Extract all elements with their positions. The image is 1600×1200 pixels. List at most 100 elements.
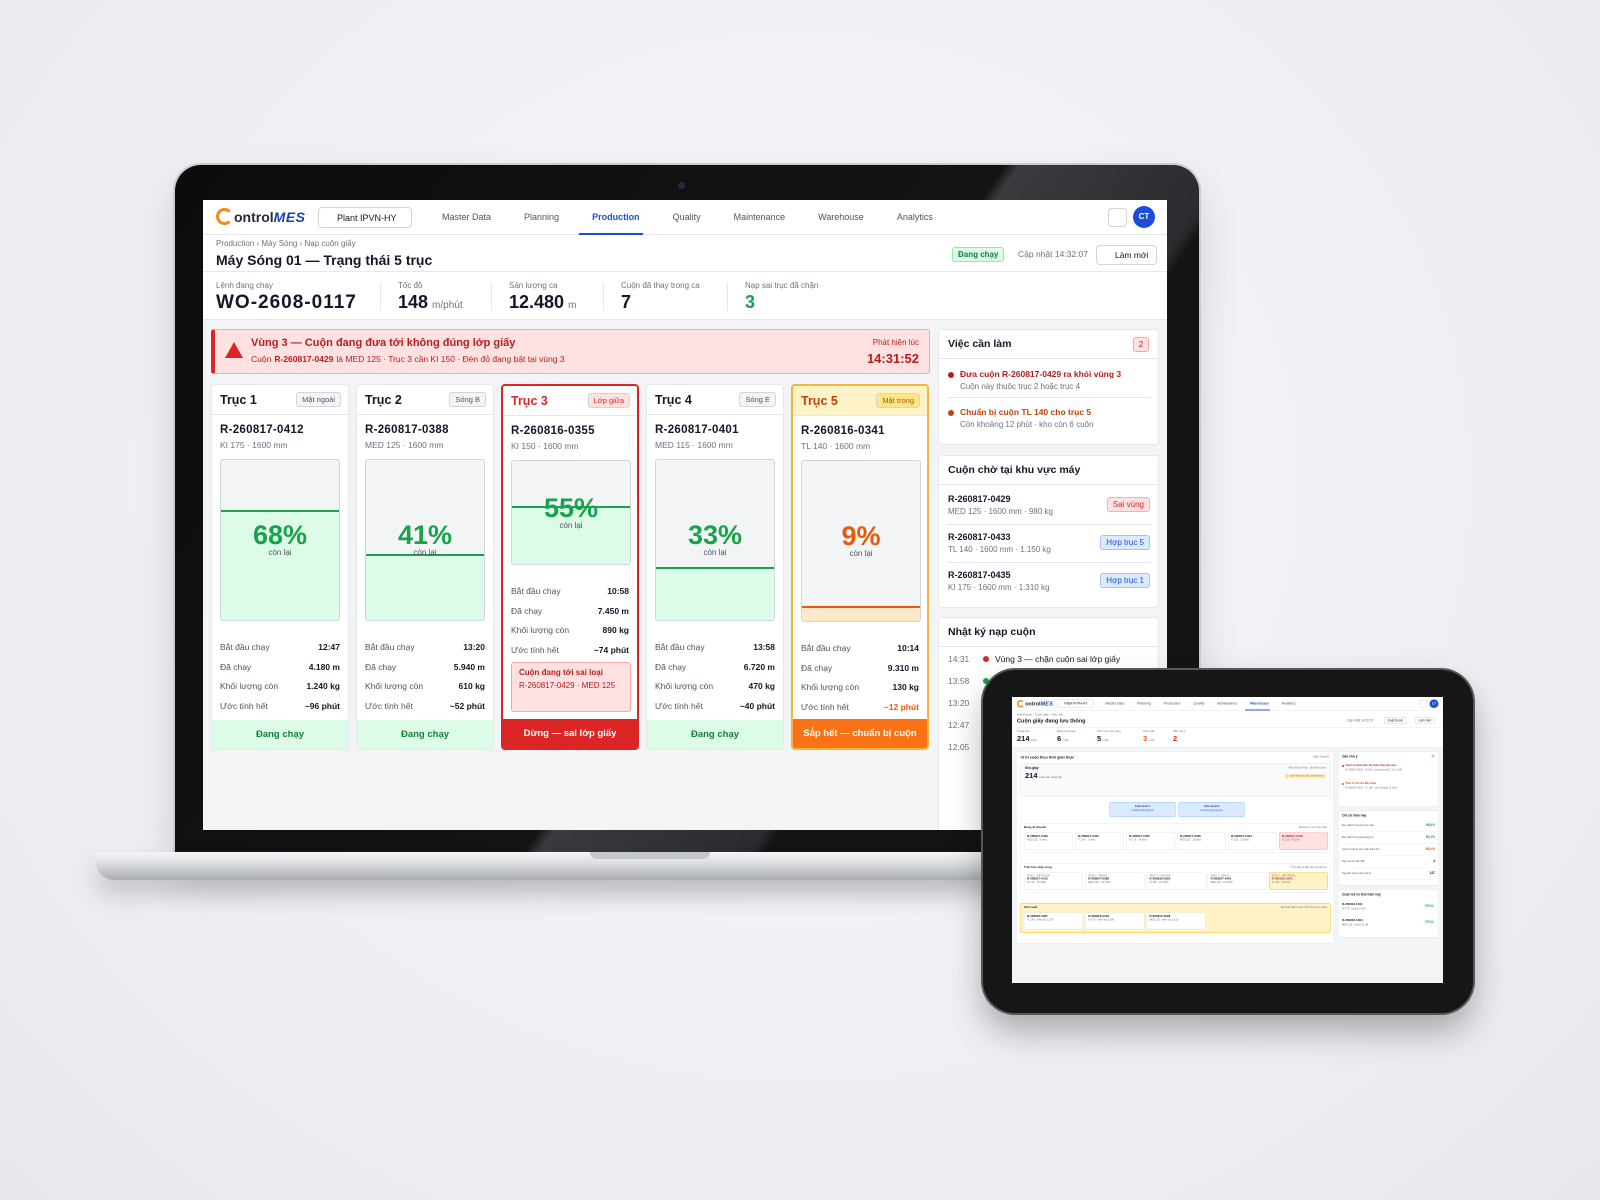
stat-label: Ước tính hết: [801, 702, 849, 713]
gauge-caption: còn lại: [268, 548, 292, 557]
kpi-unit: cuộn: [1062, 739, 1069, 742]
waiting-tag: Sai vùng: [1106, 497, 1150, 512]
return-tag: 640 kg: [1423, 904, 1435, 908]
stat-label: Đã chạy: [655, 661, 687, 672]
shaft-card: Trục 1 Mặt ngoài R-260817-0412 KI 175 · 160…: [211, 384, 349, 750]
kpi-value: WO-2608-0117: [216, 292, 357, 313]
store-title: Kho giấy: [1025, 766, 1039, 771]
kpi-value: 6: [1057, 734, 1062, 744]
kpi-label: Tốc độ: [398, 281, 423, 290]
divider: [1012, 727, 1443, 728]
chip-sub: KI 150 · 42 phút: [1282, 838, 1300, 842]
logo-mark: [1017, 700, 1025, 708]
chip-roll: R-260817-0436: [1180, 835, 1201, 838]
waiting-spec: TL 140 · 1600 mm · 1.150 kg: [948, 545, 1051, 554]
shaft-name: Trục 5: [801, 394, 838, 408]
todo-title: Đưa cuộn R-260817-0429 ra khỏi vùng 3: [960, 369, 1122, 379]
stat-value: 6.720 m: [743, 661, 775, 672]
metric-label: Cuộn tới được xác nhận đúng lớp: [1342, 848, 1380, 851]
nav-item[interactable]: Warehouse: [1244, 697, 1270, 711]
shafts-box: Trên trục máy sóng Tỉ lệ giấy tới đầu đọc…: [1020, 863, 1331, 893]
store-unit: cuộn sẵn sàng cấp: [1039, 776, 1063, 779]
attention-title: Cuộn ra khỏi kho 42 phút chưa lên trục: [1345, 764, 1397, 767]
roll-chip: TRỤC 4 · SÓNG E R-260817-0401 MED 115 · cò…: [1207, 872, 1267, 890]
notification-button[interactable]: [1420, 700, 1428, 708]
kpi-label: Lệnh đang chạy: [216, 281, 273, 290]
gauge-percent: 33%: [687, 520, 743, 550]
nav-item[interactable]: Analytics: [1281, 702, 1296, 706]
metric-divider: [1342, 855, 1436, 856]
export-button[interactable]: Xuất Excel: [1384, 717, 1407, 724]
refresh-button[interactable]: Làm mới: [1096, 245, 1158, 265]
gauge-caption: còn lại: [703, 548, 727, 557]
shaft-name: Trục 1: [220, 393, 257, 407]
chip-sub: TL 140 · 3 phút: [1078, 838, 1095, 842]
nav-item[interactable]: Quality: [672, 212, 701, 222]
chip-sub: KI 175 · còn 68%: [1027, 881, 1047, 884]
kpi-label: Nạp sai trục đã chặn: [745, 281, 819, 290]
metric-label: Tag gắn sang cuộn hợp lệ: [1342, 872, 1371, 875]
stat-value: 5.940 m: [453, 661, 485, 672]
group-note: Tỉ lệ giấy tới đầu đọc tại các trục: [1291, 866, 1327, 869]
todo-sub: Cuộn này thuộc trục 2 hoặc trục 4: [960, 382, 1081, 391]
chip-roll: R-260816-0319: [1088, 915, 1110, 918]
nav-item[interactable]: Master Data: [1105, 702, 1125, 706]
status-badge: Đang chạy: [952, 247, 1005, 262]
nav-item[interactable]: Analytics: [896, 212, 933, 222]
refresh-button[interactable]: Làm mới: [1415, 717, 1435, 724]
stat-value: 130 kg: [892, 682, 919, 693]
nav-item[interactable]: Warehouse: [818, 212, 864, 222]
avatar[interactable]: CT: [1429, 699, 1439, 708]
gauge-percent: 41%: [397, 520, 453, 550]
chip-sub: KI 150 · còn 55%: [1149, 881, 1169, 884]
avatar[interactable]: CT: [1133, 206, 1155, 228]
nav-item[interactable]: Planning: [1137, 702, 1151, 706]
stat-label: Bắt đầu chạy: [801, 643, 851, 653]
nav-item[interactable]: Production: [1163, 702, 1181, 706]
roll-chip: TRỤC 3 · LỚP GIỮA R-260816-0355 KI 150 · c…: [1146, 872, 1206, 890]
chip-label: TRỤC 3 · LỚP GIỮA: [1149, 874, 1171, 878]
nav-item[interactable]: Production: [579, 200, 643, 235]
plant-selector[interactable]: Plant IPVN-HY: [1056, 699, 1094, 708]
chip-roll: R-260816-0327: [1027, 915, 1048, 918]
roll-spec: KI 150 · 1600 mm: [511, 441, 579, 451]
nav-menu: Master Data Planning Production Quality Main…: [1100, 697, 1297, 711]
chip-sub: KI 150 · 27 phút: [1231, 838, 1249, 842]
stat-label: Ước tính hết: [655, 701, 703, 712]
nav-item[interactable]: Quality: [1193, 702, 1205, 706]
returns-panel: Cuộn trả về kho hôm nay R-260816-0311 KI 1…: [1338, 889, 1439, 938]
warning-title: Cuộn đang tới sai loại: [519, 668, 603, 677]
nav-item[interactable]: Master Data: [442, 212, 492, 222]
panel-title: Cuộn chờ tại khu vực máy: [948, 464, 1081, 476]
plant-selector[interactable]: Plant IPVN-HY: [318, 207, 412, 228]
stat-value: ~52 phút: [449, 701, 485, 712]
metric-divider: [1342, 843, 1436, 844]
shaft-card-header: Trục 4 Sóng E: [647, 385, 783, 415]
kpi-value: 12.480: [509, 292, 565, 312]
log-time: 12:47: [948, 720, 970, 730]
logo-mark: [216, 208, 233, 225]
shaft-tag: Mặt ngoài: [296, 392, 341, 407]
nav-item[interactable]: Maintenance: [733, 212, 786, 222]
notification-button[interactable]: [1108, 208, 1127, 227]
logo-text: ontrol: [234, 208, 274, 225]
waiting-spec: MED 125 · 1600 mm · 980 kg: [948, 507, 1053, 516]
nav-item[interactable]: Planning: [524, 212, 560, 222]
roll-chip: R-260816-0319 KI 175 · thêm lúc 12:40: [1085, 912, 1145, 930]
shaft-name: Trục 2: [365, 393, 402, 407]
stat-value: 13:58: [753, 642, 775, 652]
nav-item[interactable]: Maintenance: [1217, 702, 1238, 706]
attention-panel: Cần chú ý 2 Cuộn ra khỏi kho 42 phút chưa …: [1338, 751, 1439, 807]
chip-label: TRỤC 5 · MẶT TRONG: [1271, 874, 1296, 878]
chip-sub: KI 175 · 14 phút: [1129, 838, 1147, 842]
stat-value: 13:20: [463, 642, 485, 652]
roll-chip: TRỤC 2 · SÓNG B R-260817-0388 MED 125 · cò…: [1085, 872, 1145, 890]
roll-spec: KI 175 · 1600 mm: [220, 440, 288, 450]
alert-banner: Vùng 3 — Cuộn đang đưa tới không đúng lớ…: [211, 329, 930, 374]
metrics-panel: Chỉ số hôm nay Đọc thành công tại cửa xuấ…: [1338, 810, 1439, 886]
stat-value: 1.240 kg: [306, 681, 340, 692]
gauge-fill: [221, 509, 339, 620]
stat-value: 4.180 m: [308, 661, 340, 672]
